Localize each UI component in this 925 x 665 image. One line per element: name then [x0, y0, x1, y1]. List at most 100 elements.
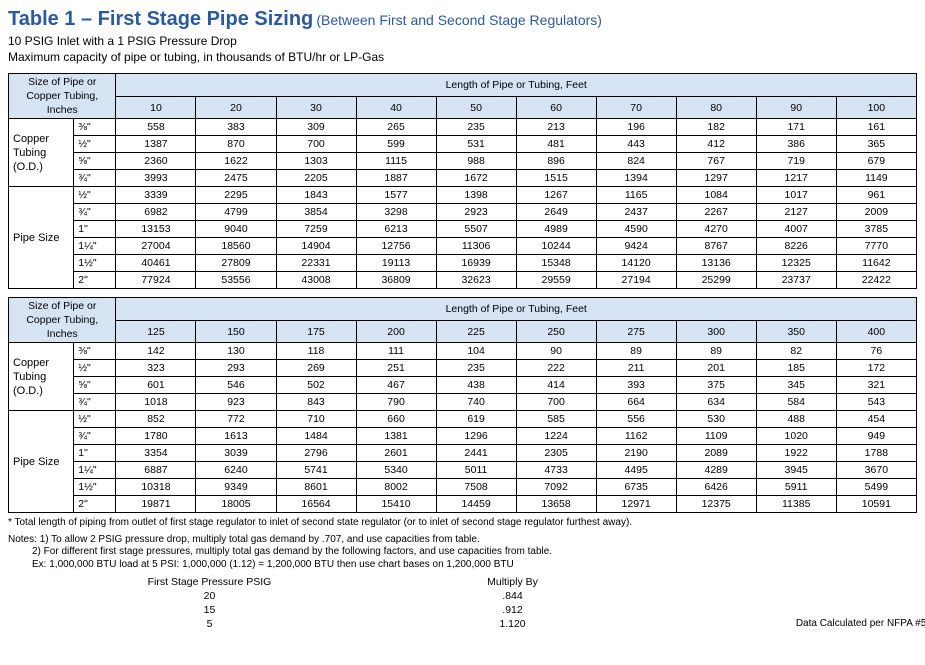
col-header: 350 [756, 320, 836, 343]
data-cell: 15410 [356, 496, 436, 513]
col-header: 30 [276, 96, 356, 119]
data-cell: 27809 [196, 255, 276, 272]
col-header: 50 [436, 96, 516, 119]
data-cell: 36809 [356, 272, 436, 289]
data-cell: 77924 [116, 272, 196, 289]
data-cell: 7508 [436, 479, 516, 496]
footnote-star: * Total length of piping from outlet of … [8, 517, 917, 530]
data-cell: 3993 [116, 170, 196, 187]
data-cell: 1381 [356, 428, 436, 445]
data-cell: 142 [116, 343, 196, 360]
data-cell: 1115 [356, 153, 436, 170]
data-cell: 16564 [276, 496, 356, 513]
data-cell: 4289 [676, 462, 756, 479]
data-cell: 32623 [436, 272, 516, 289]
data-cell: 1922 [756, 445, 836, 462]
data-cell: 7259 [276, 221, 356, 238]
data-cell: 25299 [676, 272, 756, 289]
data-cell: 345 [756, 377, 836, 394]
data-cell: 172 [836, 360, 916, 377]
data-cell: 182 [676, 119, 756, 136]
data-cell: 22422 [836, 272, 916, 289]
data-cell: 7770 [836, 238, 916, 255]
data-cell: 5340 [356, 462, 436, 479]
data-cell: 11642 [836, 255, 916, 272]
data-cell: 558 [116, 119, 196, 136]
data-cell: 3339 [116, 187, 196, 204]
data-cell: 870 [196, 136, 276, 153]
data-cell: 27004 [116, 238, 196, 255]
col-header: 250 [516, 320, 596, 343]
row-size: 1" [74, 445, 116, 462]
data-cell: 1613 [196, 428, 276, 445]
data-cell: 5011 [436, 462, 516, 479]
data-cell: 8002 [356, 479, 436, 496]
data-cell: 824 [596, 153, 676, 170]
data-calculated-note: Data Calculated per NFPA #54 & 58 [674, 617, 925, 631]
data-cell: 13153 [116, 221, 196, 238]
data-cell: 12756 [356, 238, 436, 255]
data-cell: 8601 [276, 479, 356, 496]
data-cell: 393 [596, 377, 676, 394]
data-cell: 601 [116, 377, 196, 394]
data-cell: 11306 [436, 238, 516, 255]
data-cell: 790 [356, 394, 436, 411]
data-cell: 6240 [196, 462, 276, 479]
data-cell: 375 [676, 377, 756, 394]
data-cell: 1297 [676, 170, 756, 187]
data-cell: 29559 [516, 272, 596, 289]
data-cell: 1303 [276, 153, 356, 170]
row-size: ⅜" [74, 343, 116, 360]
row-size: 2" [74, 496, 116, 513]
data-cell: 740 [436, 394, 516, 411]
data-cell: 118 [276, 343, 356, 360]
data-cell: 543 [836, 394, 916, 411]
mult-factor: .912 [371, 603, 674, 617]
data-cell: 1162 [596, 428, 676, 445]
data-cell: 467 [356, 377, 436, 394]
data-cell: 1296 [436, 428, 516, 445]
col-header: 200 [356, 320, 436, 343]
data-cell: 6982 [116, 204, 196, 221]
data-cell: 634 [676, 394, 756, 411]
data-cell: 414 [516, 377, 596, 394]
data-cell: 3785 [836, 221, 916, 238]
data-cell: 23737 [756, 272, 836, 289]
data-cell: 443 [596, 136, 676, 153]
group-copper: Copper Tubing (O.D.) [9, 343, 74, 411]
header-length: Length of Pipe or Tubing, Feet [116, 74, 917, 97]
note-ex: Ex: 1,000,000 BTU load at 5 PSI: 1,000,0… [32, 559, 514, 570]
data-cell: 1020 [756, 428, 836, 445]
header-length: Length of Pipe or Tubing, Feet [116, 298, 917, 321]
header-size: Size of Pipe or Copper Tubing, Inches [9, 298, 116, 343]
header-size: Size of Pipe or Copper Tubing, Inches [9, 74, 116, 119]
row-size: 1½" [74, 255, 116, 272]
data-cell: 40461 [116, 255, 196, 272]
data-cell: 222 [516, 360, 596, 377]
data-cell: 13658 [516, 496, 596, 513]
data-cell: 2437 [596, 204, 676, 221]
data-cell: 1109 [676, 428, 756, 445]
data-cell: 438 [436, 377, 516, 394]
data-cell: 269 [276, 360, 356, 377]
col-header: 40 [356, 96, 436, 119]
data-cell: 211 [596, 360, 676, 377]
note-1: 1) To allow 2 PSIG pressure drop, multip… [40, 534, 480, 545]
data-cell: 1398 [436, 187, 516, 204]
col-header: 90 [756, 96, 836, 119]
data-cell: 502 [276, 377, 356, 394]
data-cell: 772 [196, 411, 276, 428]
data-cell: 15348 [516, 255, 596, 272]
data-cell: 18560 [196, 238, 276, 255]
data-cell: 4989 [516, 221, 596, 238]
data-cell: 896 [516, 153, 596, 170]
data-cell: 27194 [596, 272, 676, 289]
multiplier-table: First Stage Pressure PSIGMultiply By20.8… [68, 575, 925, 631]
data-cell: 309 [276, 119, 356, 136]
table-2: Size of Pipe or Copper Tubing, InchesLen… [8, 297, 917, 513]
data-cell: 1149 [836, 170, 916, 187]
data-cell: 89 [596, 343, 676, 360]
row-size: 1" [74, 221, 116, 238]
data-cell: 19113 [356, 255, 436, 272]
data-cell: 7092 [516, 479, 596, 496]
